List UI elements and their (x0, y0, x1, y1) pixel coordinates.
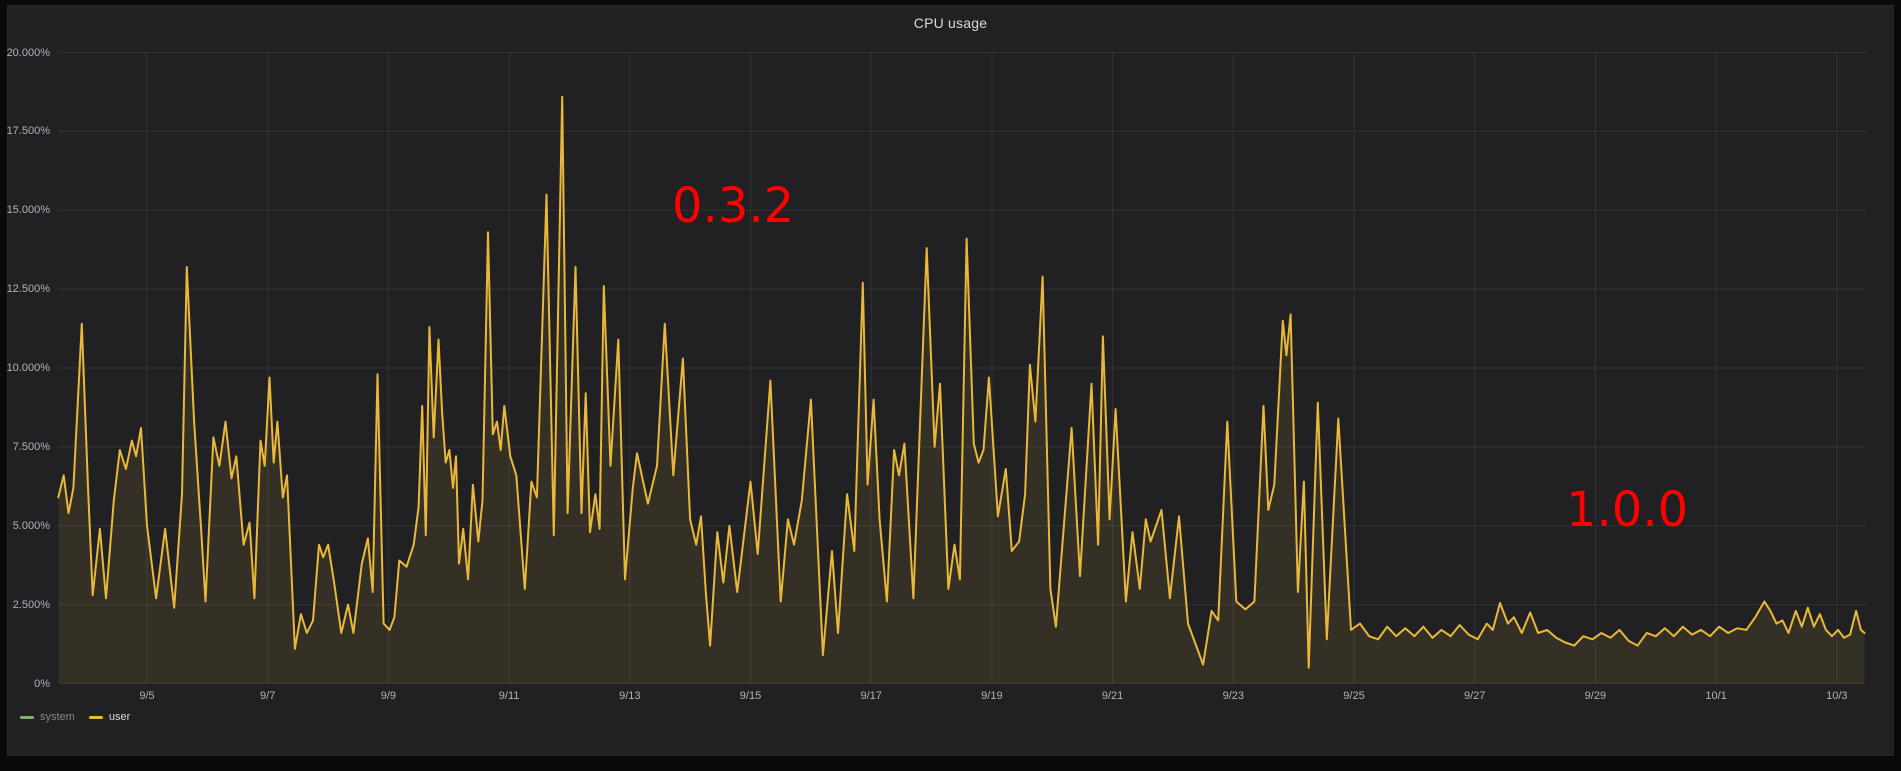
legend-item-label: user (108, 711, 131, 723)
x-tick-label: 9/11 (498, 689, 520, 702)
version-annotation: 1.0.0 (1566, 482, 1689, 538)
legend-item-label: system (40, 711, 75, 723)
x-tick-label: 9/29 (1584, 689, 1607, 702)
y-tick-label: 12.500% (6, 283, 50, 296)
x-tick-label: 9/7 (260, 689, 276, 702)
cpu-usage-panel: CPU usage (7, 5, 1894, 756)
x-tick-label: 9/21 (1101, 689, 1124, 702)
y-tick-label: 0% (34, 677, 50, 690)
y-tick-label: 2.500% (12, 598, 50, 611)
x-tick-label: 9/5 (139, 689, 155, 702)
legend-item-user[interactable]: user (88, 711, 131, 723)
legend: system user (20, 711, 130, 723)
panel-title: CPU usage (913, 15, 988, 31)
y-tick-label: 10.000% (6, 362, 50, 374)
x-tick-label: 9/25 (1343, 689, 1365, 702)
y-tick-label: 15.000% (6, 204, 50, 217)
legend-item-system[interactable]: system (20, 711, 75, 723)
y-tick-label: 7.500% (12, 440, 50, 453)
x-tick-label: 9/27 (1463, 689, 1486, 702)
x-tick-label: 9/23 (1222, 689, 1244, 702)
x-tick-label: 10/3 (1826, 689, 1848, 702)
y-tick-label: 5.000% (12, 519, 50, 532)
x-tick-label: 10/1 (1705, 689, 1727, 702)
x-tick-label: 9/15 (739, 689, 762, 702)
x-tick-label: 9/19 (981, 689, 1003, 702)
y-tick-label: 17.500% (6, 125, 50, 138)
x-tick-label: 9/17 (860, 689, 882, 702)
system-series-swatch-icon (20, 715, 34, 719)
y-tick-label: 20.000% (6, 46, 50, 59)
user-series-swatch-icon (88, 715, 103, 719)
version-annotation: 0.3.2 (672, 178, 795, 234)
x-tick-label: 9/13 (619, 689, 641, 702)
x-tick-label: 9/9 (380, 689, 397, 702)
